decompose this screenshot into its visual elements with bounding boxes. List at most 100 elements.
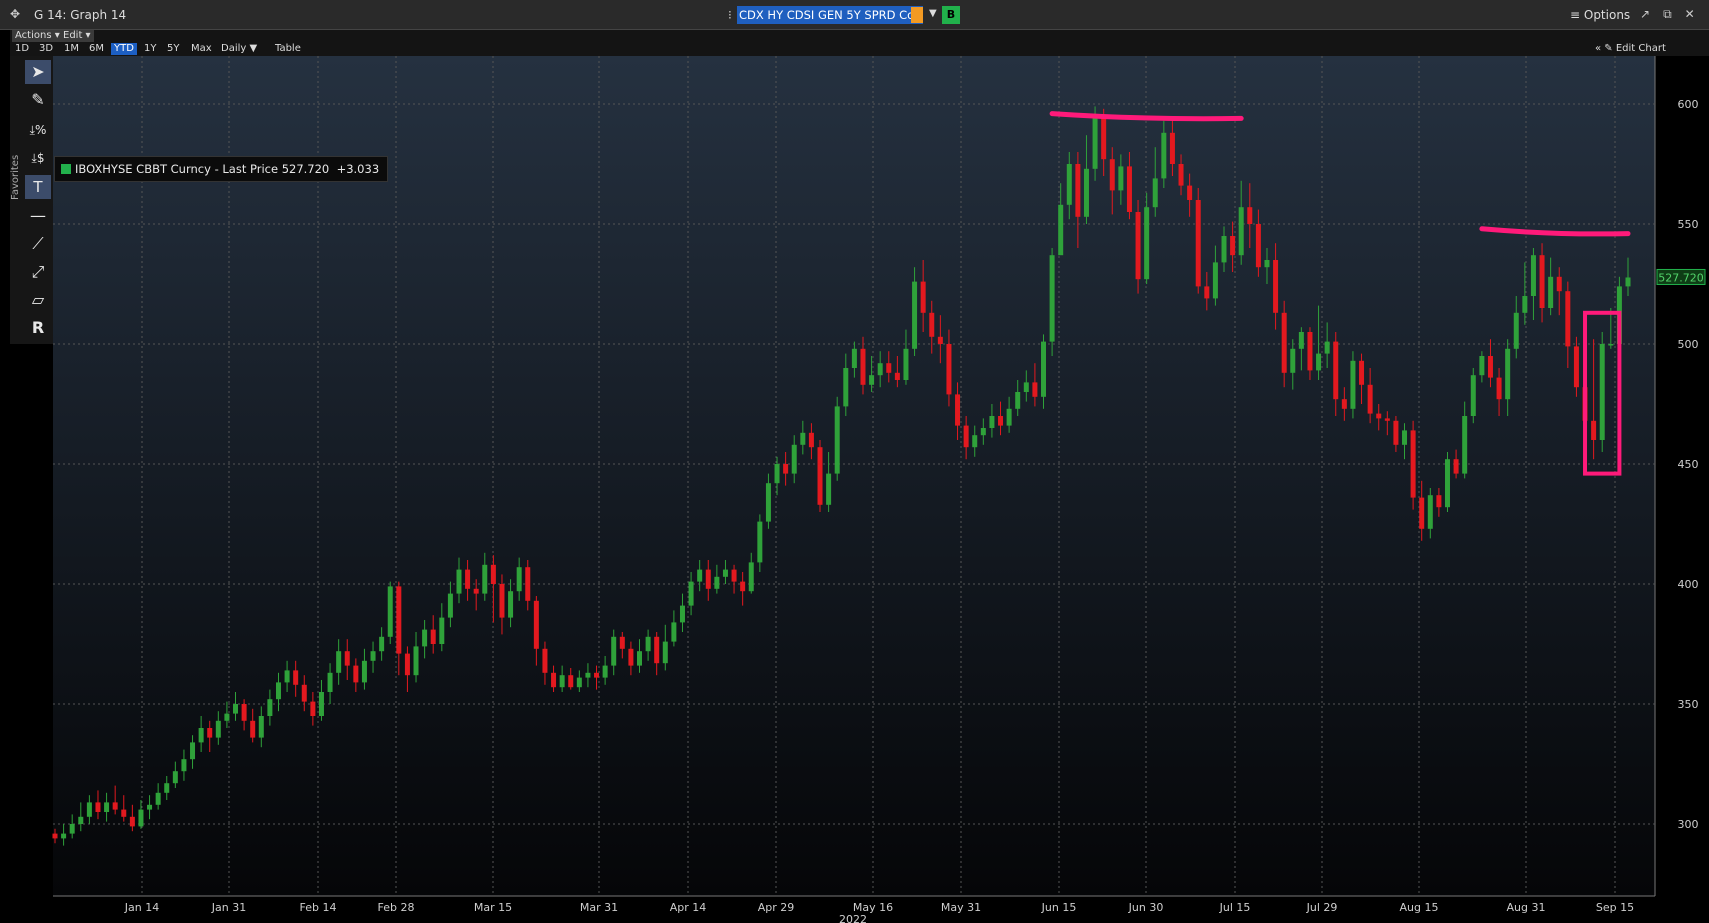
ray-icon[interactable]: ⤢ <box>31 262 45 281</box>
candle <box>1247 183 1253 248</box>
text-tool-icon[interactable]: T <box>25 175 51 199</box>
series-legend[interactable]: IBOXHYSE CBBT Curncy - Last Price 527.72… <box>54 156 389 182</box>
candle-body <box>1255 224 1261 268</box>
candle <box>645 629 651 661</box>
candle <box>1341 387 1347 421</box>
table-button[interactable]: Table <box>275 43 301 54</box>
candle-body <box>404 653 410 676</box>
range-3d[interactable]: 3D <box>39 43 54 54</box>
candle-body <box>1066 164 1072 205</box>
candle-body <box>1075 164 1081 217</box>
dollar-tool-icon[interactable]: ⤓$ <box>31 151 45 165</box>
close-icon[interactable]: ✕ <box>1684 7 1708 21</box>
candle <box>1599 332 1605 452</box>
candle <box>465 560 471 601</box>
candle <box>258 706 264 748</box>
edit-menu[interactable]: Edit ▾ <box>60 30 94 42</box>
x-tick-label: Apr 14 <box>670 901 707 914</box>
candle <box>1101 108 1107 176</box>
candle-body <box>1548 276 1554 308</box>
candles <box>52 106 1631 846</box>
candle <box>748 552 754 594</box>
range-1y[interactable]: 1Y <box>144 43 157 54</box>
candle <box>104 792 110 822</box>
range-1m[interactable]: 1M <box>64 43 79 54</box>
candle-body <box>637 651 643 666</box>
candle <box>387 581 393 644</box>
candle <box>370 641 376 673</box>
candle <box>69 814 75 839</box>
range-6m[interactable]: 6M <box>89 43 104 54</box>
candle-body <box>465 569 471 589</box>
channel-icon[interactable]: ▱ <box>31 290 45 309</box>
candle <box>1058 183 1064 256</box>
frequency-dropdown[interactable]: Daily ▼ <box>221 43 258 54</box>
regression-icon[interactable]: R <box>31 318 45 337</box>
candle <box>138 800 144 829</box>
candle-body <box>568 675 574 688</box>
candle <box>129 804 135 832</box>
horizontal-line-icon[interactable]: — <box>30 206 46 225</box>
ticker-input[interactable]: CDX HY CDSI GEN 5Y SPRD Corp <box>737 6 923 24</box>
range-1d[interactable]: 1D <box>15 43 30 54</box>
candle-body <box>929 312 935 337</box>
actions-menu[interactable]: Actions ▾ <box>12 30 63 42</box>
trendline-icon[interactable]: ⟋ <box>32 234 44 253</box>
candle-body <box>1178 164 1184 186</box>
candle <box>1573 336 1579 397</box>
pen-icon[interactable]: ✎ <box>31 90 45 109</box>
candle-body <box>1161 132 1167 179</box>
x-tick-label: Mar 31 <box>580 901 618 914</box>
candle <box>1316 305 1322 380</box>
candle-body <box>551 672 557 688</box>
candle-body <box>241 704 247 721</box>
candle <box>310 692 316 726</box>
candle-body <box>258 716 264 738</box>
candle-body <box>705 569 711 589</box>
b-badge-button[interactable]: B <box>942 6 960 24</box>
last-price-text: 527.720 <box>1658 271 1704 284</box>
plot-background <box>53 56 1655 896</box>
candle <box>1255 209 1261 277</box>
candle-body <box>164 783 170 793</box>
range-ytd[interactable]: YTD <box>111 43 137 55</box>
candle-body <box>946 344 952 395</box>
candle <box>972 425 978 457</box>
candle <box>1410 420 1416 510</box>
candle-body <box>1264 260 1270 268</box>
candle-body <box>1341 399 1347 409</box>
candle <box>619 632 625 659</box>
range-5y[interactable]: 5Y <box>167 43 180 54</box>
x-tick-label: May 31 <box>941 901 981 914</box>
candle <box>1393 416 1399 452</box>
restore-icon[interactable]: ⧉ <box>1663 7 1685 21</box>
candle <box>611 629 617 676</box>
candle-body <box>1169 132 1175 164</box>
move-icon[interactable]: ✥ <box>10 7 21 21</box>
popout-icon[interactable]: ↗ <box>1640 7 1664 21</box>
range-max[interactable]: Max <box>191 43 212 54</box>
candle-body <box>774 464 780 484</box>
last-price-tag: 527.720 <box>1656 268 1706 285</box>
candle-body <box>293 670 299 685</box>
window-controls[interactable]: ↗⧉✕ <box>1640 7 1708 22</box>
ticker-dropdown-icon[interactable]: ▼ <box>929 8 937 19</box>
candle <box>241 699 247 731</box>
candle-body <box>1212 262 1218 299</box>
select-arrow-icon[interactable]: ➤ <box>25 60 51 84</box>
candle <box>1625 257 1631 296</box>
candle <box>998 401 1004 436</box>
candle <box>1548 257 1554 316</box>
candle <box>1092 106 1098 181</box>
candle-body <box>886 363 892 373</box>
candle <box>413 632 419 683</box>
edit-chart-button[interactable]: « ✎ Edit Chart <box>1595 43 1666 54</box>
drag-handle-icon[interactable]: ⁝ <box>728 8 732 22</box>
candle <box>473 579 479 611</box>
options-menu[interactable]: ≡ Options <box>1570 8 1631 22</box>
candle-body <box>1376 413 1382 419</box>
percent-tool-icon[interactable]: ⤓% <box>29 123 47 137</box>
candle <box>1221 226 1227 272</box>
candle <box>585 663 591 688</box>
